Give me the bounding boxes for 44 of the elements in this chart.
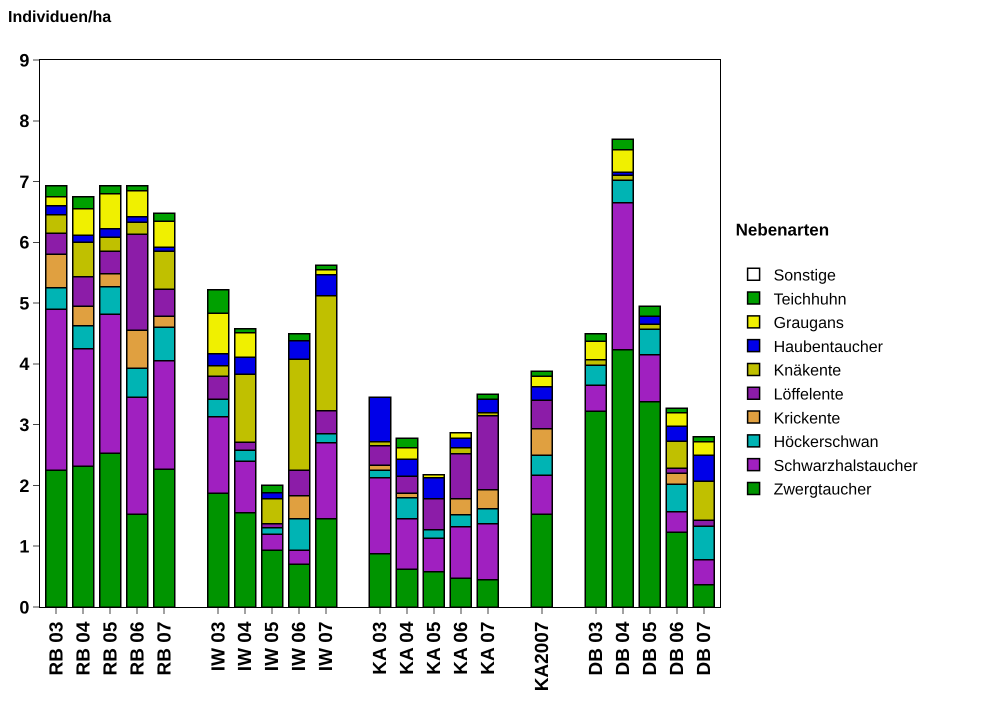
- x-tick-label: RB 06: [127, 622, 148, 676]
- legend-label: Krickente: [774, 410, 840, 428]
- y-axis-title: Individuen/ha: [8, 9, 112, 26]
- x-tick-label: DB 04: [613, 621, 634, 676]
- legend-title: Nebenarten: [736, 220, 830, 240]
- y-tick-label: 0: [19, 597, 30, 618]
- x-tick-label: RB 04: [73, 621, 94, 676]
- y-tick-label: 2: [19, 476, 30, 496]
- bar: [368, 396, 392, 442]
- legend-label: Löffelente: [774, 386, 844, 404]
- y-tick-label: 5: [19, 293, 30, 314]
- x-tick-label: IW 04: [235, 621, 256, 672]
- x-tick-label: IW 06: [289, 622, 310, 672]
- x-tick-label: DB 06: [667, 622, 688, 676]
- y-tick-label: 3: [19, 414, 30, 435]
- x-tick-label: DB 07: [694, 622, 715, 676]
- x-tick-label: IW 03: [208, 622, 230, 672]
- x-tick-label: IW 07: [316, 622, 338, 672]
- x-tick-label: IW 05: [262, 621, 284, 672]
- x-tick-label: RB 05: [100, 621, 122, 676]
- x-tick-label: KA2007: [532, 622, 554, 692]
- x-tick-label: KA 05: [424, 621, 446, 675]
- y-tick-label: 7: [19, 172, 30, 192]
- legend-label: Haubentaucher: [774, 338, 884, 356]
- y-tick-label: 9: [19, 50, 30, 70]
- legend-label: Höckerschwan: [774, 434, 879, 452]
- x-tick-label: KA 07: [478, 622, 500, 675]
- x-tick-label: KA 03: [370, 622, 392, 675]
- y-tick-label: 1: [19, 536, 30, 557]
- x-tick-label: DB 03: [586, 622, 608, 676]
- y-tick-label: 8: [19, 111, 30, 132]
- x-tick-label: DB 05: [640, 621, 662, 676]
- legend-label: Knäkente: [774, 362, 842, 380]
- x-tick-label: RB 07: [154, 622, 176, 676]
- legend-label: Sonstige: [774, 268, 836, 284]
- legend-label: Graugans: [774, 315, 844, 332]
- x-tick-label: KA 04: [397, 621, 418, 675]
- y-tick-label: 4: [19, 354, 30, 374]
- legend-label: Teichhuhn: [774, 291, 847, 308]
- legend-label: Schwarzhalstaucher: [774, 458, 918, 475]
- y-tick-label: 6: [19, 232, 30, 253]
- x-tick-label: RB 03: [46, 622, 68, 676]
- legend-label: Zwergtaucher: [774, 482, 872, 499]
- x-tick-label: KA 06: [451, 622, 472, 675]
